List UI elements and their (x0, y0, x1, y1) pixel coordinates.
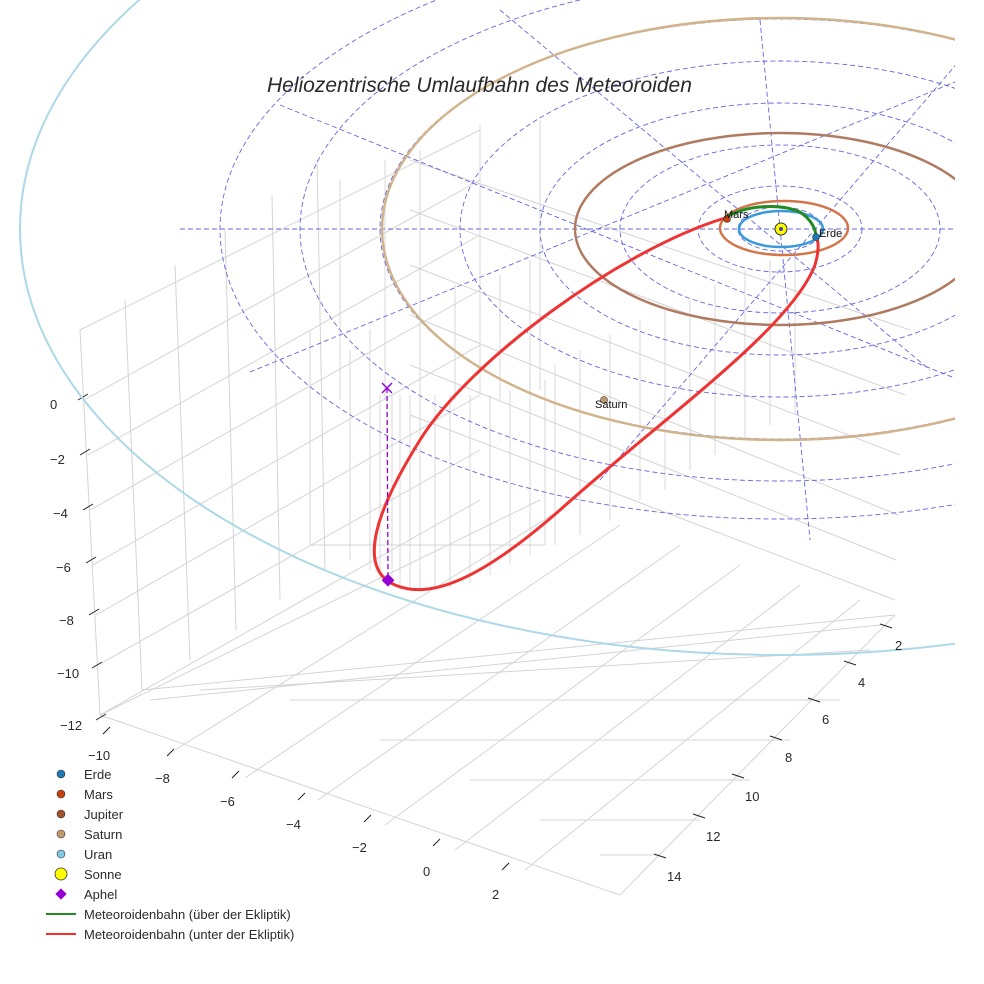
z-tick: −4 (53, 506, 68, 521)
legend-item-mars[interactable]: Mars (38, 784, 294, 804)
mars-marker[interactable] (723, 215, 731, 223)
legend-label: Uran (84, 846, 113, 862)
label-saturn: Saturn (595, 399, 628, 411)
legend: Erde Mars Jupiter Saturn Uran Sonne Aphe… (38, 764, 294, 944)
z-tick: −2 (50, 452, 65, 467)
y-tick: 14 (667, 869, 682, 884)
x-tick: 0 (423, 864, 431, 879)
y-tick: 4 (858, 675, 866, 690)
trajectory-above (724, 205, 818, 238)
y-tick: 2 (895, 638, 903, 653)
legend-item-uran[interactable]: Uran (38, 844, 294, 864)
legend-item-trajectory-above[interactable]: Meteoroidenbahn (über der Ekliptik) (38, 904, 294, 924)
diamond-marker-icon (38, 884, 84, 904)
aphel-projection-line (386, 387, 389, 581)
legend-label: Aphel (84, 886, 118, 902)
legend-label: Mars (84, 786, 113, 802)
legend-label: Jupiter (84, 806, 124, 822)
legend-item-erde[interactable]: Erde (38, 764, 294, 784)
z-tick: −8 (59, 613, 74, 628)
z-tick: −6 (56, 560, 71, 575)
legend-item-trajectory-below[interactable]: Meteoroidenbahn (unter der Ekliptik) (38, 924, 294, 944)
legend-label: Meteoroidenbahn (unter der Ekliptik) (84, 926, 295, 942)
axis-grid (77, 120, 911, 896)
green-line-icon (38, 904, 84, 924)
circle-marker-icon (38, 764, 84, 784)
legend-label: Erde (84, 766, 112, 782)
red-line-icon (38, 924, 84, 944)
orbit-erde (737, 209, 825, 249)
sun-marker-icon (38, 864, 84, 884)
circle-marker-icon (38, 844, 84, 864)
legend-label: Saturn (84, 826, 123, 842)
z-tick: −12 (60, 718, 83, 733)
trajectory-below (372, 216, 820, 592)
y-tick: 10 (745, 789, 760, 804)
y-tick: 6 (822, 712, 830, 727)
legend-item-sonne[interactable]: Sonne (38, 864, 294, 884)
z-tick: 0 (50, 397, 58, 412)
z-tick: −10 (57, 666, 80, 681)
label-erde: Erde (819, 228, 843, 240)
x-tick: −10 (88, 748, 111, 763)
y-tick: 8 (785, 750, 793, 765)
sun-marker[interactable] (774, 222, 788, 236)
saturn-marker[interactable] (600, 396, 608, 404)
x-tick: −2 (352, 840, 367, 855)
erde-marker[interactable] (812, 233, 820, 241)
orbit-uran (19, 0, 955, 656)
legend-item-saturn[interactable]: Saturn (38, 824, 294, 844)
circle-marker-icon (38, 784, 84, 804)
legend-item-aphel[interactable]: Aphel (38, 884, 294, 904)
legend-label: Meteoroidenbahn (über der Ekliptik) (84, 906, 291, 922)
legend-item-jupiter[interactable]: Jupiter (38, 804, 294, 824)
label-mars: Mars (724, 209, 749, 221)
x-tick: −8 (155, 771, 170, 786)
circle-marker-icon (38, 824, 84, 844)
orbit-mars (718, 199, 850, 257)
chart-title: Heliozentrische Umlaufbahn des Meteoroid… (267, 74, 692, 97)
orbit-jupiter (573, 131, 955, 327)
x-tick: −6 (220, 794, 235, 809)
y-tick: 12 (706, 829, 721, 844)
legend-label: Sonne (84, 866, 122, 882)
orbit-saturn (380, 16, 955, 442)
x-tick: −4 (286, 817, 301, 832)
circle-marker-icon (38, 804, 84, 824)
x-tick: 2 (492, 887, 500, 902)
aphel-projection-marker (381, 382, 393, 394)
aphel-marker[interactable] (381, 573, 395, 587)
